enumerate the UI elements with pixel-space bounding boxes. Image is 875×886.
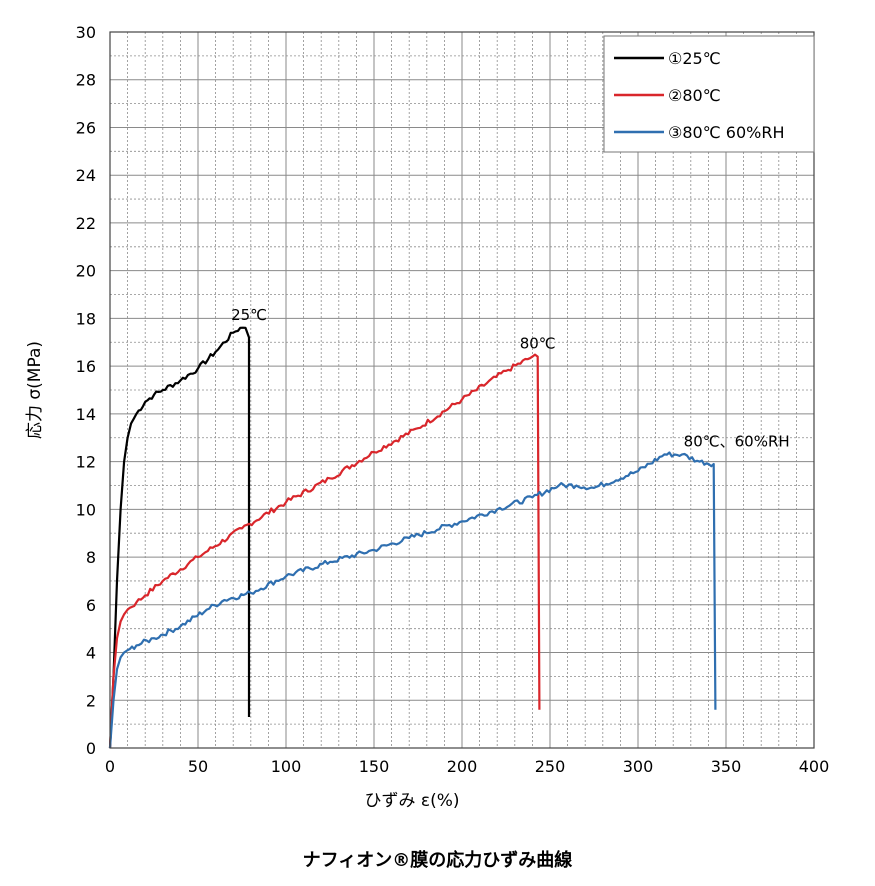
series-annotation-1: 25℃ bbox=[231, 306, 267, 324]
x-tick-label: 400 bbox=[799, 757, 830, 776]
y-tick-label: 22 bbox=[76, 214, 96, 233]
y-tick-label: 30 bbox=[76, 23, 96, 42]
x-tick-label: 250 bbox=[535, 757, 566, 776]
y-tick-label: 24 bbox=[76, 166, 96, 185]
x-tick-label: 150 bbox=[359, 757, 390, 776]
y-tick-label: 16 bbox=[76, 357, 96, 376]
legend-label-1: ①25℃ bbox=[668, 49, 721, 68]
y-tick-label: 20 bbox=[76, 262, 96, 281]
x-tick-label: 200 bbox=[447, 757, 478, 776]
plot-frame bbox=[109, 31, 815, 749]
axes-group: 0 50 100 150 200 250 300 350 4000246810121416182… bbox=[76, 23, 830, 776]
y-tick-label: 14 bbox=[76, 405, 96, 424]
x-axis-label: ひずみ ε(%) bbox=[364, 791, 459, 811]
series-line-1 bbox=[108, 326, 251, 749]
y-tick-label: 10 bbox=[76, 500, 96, 519]
x-tick-label: 100 bbox=[271, 757, 302, 776]
series-line-3 bbox=[108, 451, 717, 749]
stress-strain-chart: 25℃80℃80℃、60%RH 0 50 100 150 200 250 300 350 400… bbox=[25, 23, 830, 811]
x-tick-label: 300 bbox=[623, 757, 654, 776]
annotations-group: 25℃ 80℃ 80℃、60%RH bbox=[231, 306, 790, 450]
y-tick-label: 18 bbox=[76, 309, 96, 328]
y-tick-label: 28 bbox=[76, 71, 96, 90]
series-group bbox=[108, 326, 717, 749]
y-tick-label: 26 bbox=[76, 118, 96, 137]
y-tick-label: 8 bbox=[86, 548, 96, 567]
series-annotation-2: 80℃ bbox=[520, 335, 556, 353]
y-tick-label: 4 bbox=[86, 644, 96, 663]
x-tick-label: 0 bbox=[105, 757, 115, 776]
x-tick-label: 50 bbox=[188, 757, 208, 776]
y-tick-label: 0 bbox=[86, 739, 96, 758]
series-annotation-3: 80℃、60%RH bbox=[684, 432, 790, 450]
x-tick-label: 350 bbox=[711, 757, 742, 776]
y-tick-label: 12 bbox=[76, 453, 96, 472]
legend-label-3: ③80℃ 60%RH bbox=[668, 123, 784, 142]
figure-caption: ナフィオン®膜の応力ひずみ曲線 bbox=[302, 850, 573, 871]
y-tick-label: 2 bbox=[86, 691, 96, 710]
series-line-2 bbox=[108, 353, 541, 749]
y-tick-label: 6 bbox=[86, 596, 96, 615]
legend: ①25℃ ②80℃ ③80℃ 60%RH bbox=[603, 35, 815, 153]
y-axis-label: 応力 σ(MPa) bbox=[25, 341, 45, 439]
legend-label-2: ②80℃ bbox=[668, 86, 721, 105]
